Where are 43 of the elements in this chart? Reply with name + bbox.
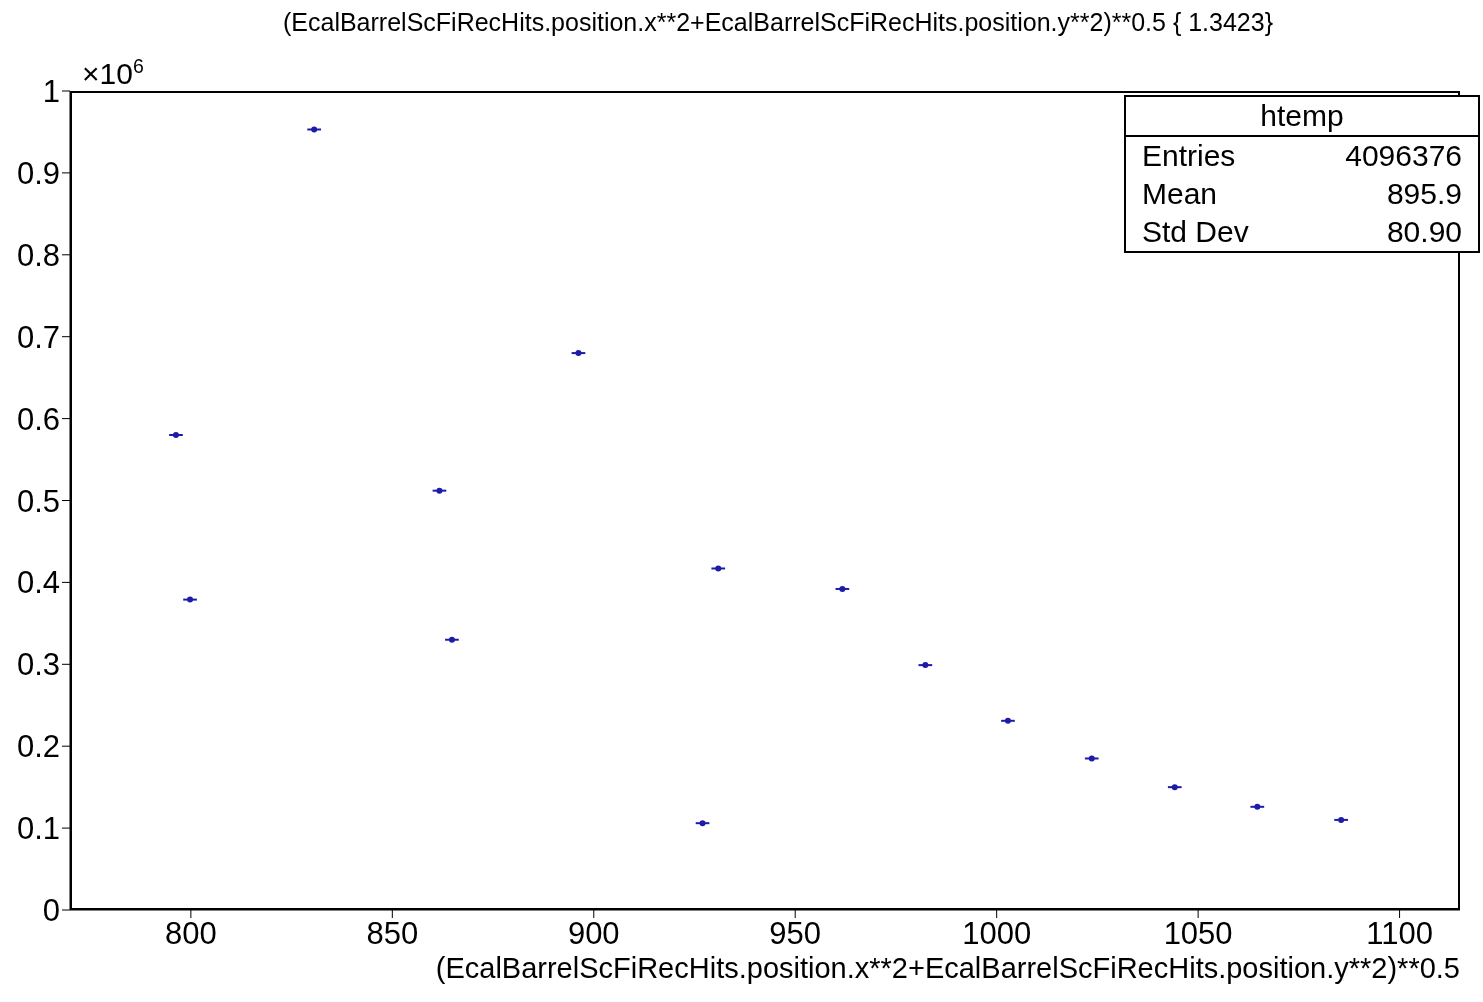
x-tick-label: 900 [567, 916, 620, 952]
x-tick-label: 800 [165, 916, 217, 952]
x-tick-label: 1050 [1163, 916, 1233, 952]
point [436, 487, 443, 494]
y-tick-label: 0.1 [16, 811, 60, 847]
point [311, 126, 318, 133]
y-tick-label: 0.3 [16, 647, 60, 683]
point [1171, 784, 1178, 791]
point [1338, 816, 1345, 823]
annotation: 80.90 [1386, 215, 1462, 249]
y-tick-label: 0.6 [16, 401, 60, 437]
y-tick-label: 0.2 [16, 729, 60, 765]
point [839, 585, 846, 592]
y-tick-label: 0.5 [16, 483, 60, 519]
y-tick-label: 0 [42, 893, 60, 929]
point [922, 662, 929, 669]
x-tick-label: 850 [366, 916, 419, 952]
y-tick-label: 1 [42, 74, 60, 109]
annotation: 4096376 [1345, 139, 1462, 173]
y-tick-label: 0.9 [16, 155, 60, 191]
x-tick-label: 1000 [962, 916, 1032, 952]
point [187, 596, 194, 603]
annotation: Std Dev [1142, 215, 1249, 249]
chart-title: (EcalBarrelScFiRecHits.position.x**2+EcalBarrelScFiRecHits.position.y**2)**0.5 { 1.3423} [282, 8, 1274, 37]
point [699, 820, 706, 827]
annotation: htemp [1126, 97, 1478, 137]
x-tick-label: 950 [769, 916, 822, 952]
x-axis-title: (EcalBarrelScFiRecHits.position.x**2+EcalBarrelScFiRecHits.position.y**2)**0.5 [435, 952, 1460, 985]
y-tick-label: 0.7 [16, 319, 60, 355]
y-tick-label: 0.8 [16, 237, 60, 273]
text: ×10$^{6}$ [82, 55, 144, 90]
y-tick-label: 0.4 [16, 565, 60, 601]
point [575, 350, 582, 357]
annotation: Entries [1142, 139, 1236, 173]
point [172, 431, 179, 438]
point [1004, 717, 1011, 724]
annotation: Mean [1142, 177, 1218, 211]
point [1088, 755, 1095, 762]
point [1254, 803, 1261, 810]
annotation: 895.9 [1386, 177, 1462, 211]
point [448, 636, 455, 643]
x-tick-label: 1100 [1366, 916, 1433, 952]
point [715, 565, 722, 572]
